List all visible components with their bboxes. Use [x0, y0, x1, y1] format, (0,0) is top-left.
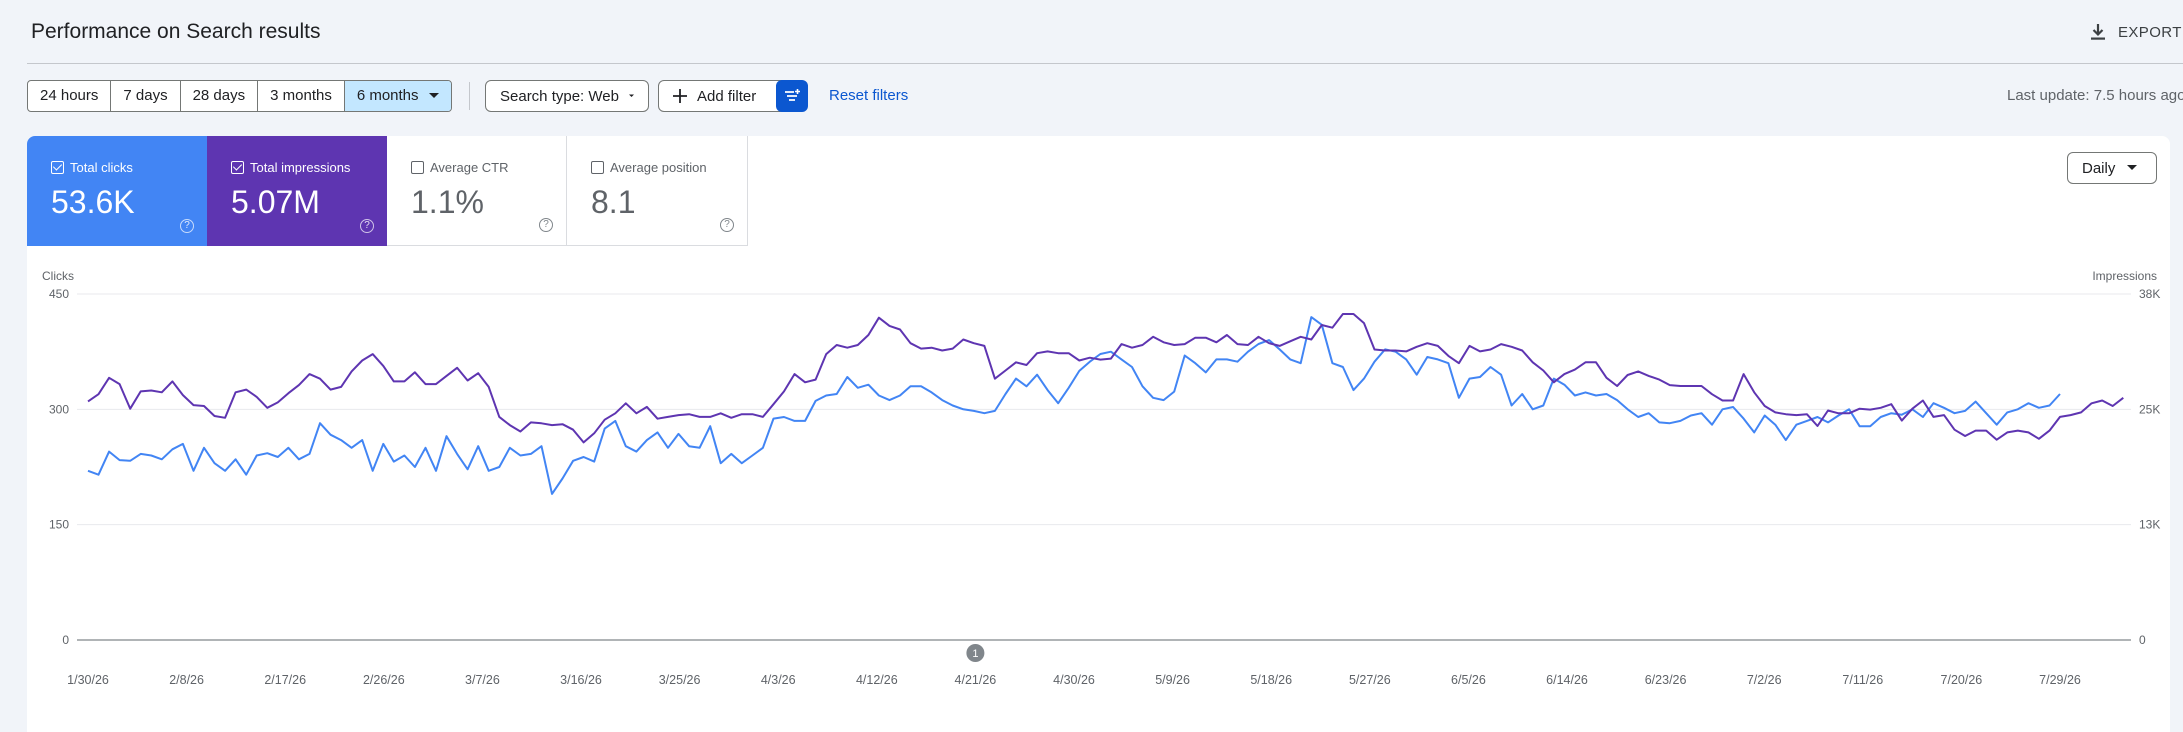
- metric-value: 1.1%: [411, 184, 484, 220]
- y-right-tick-label: 0: [2139, 633, 2146, 647]
- reset-filters-link[interactable]: Reset filters: [829, 87, 909, 104]
- x-tick-label: 7/2/26: [1747, 673, 1782, 687]
- x-tick-label: 5/27/26: [1349, 673, 1391, 687]
- y-axis-ticks: 450 38K 300 25K 150 13K 0 0: [49, 287, 2160, 647]
- search-type-label: Search type: Web: [500, 87, 619, 105]
- y-left-tick-label: 0: [62, 633, 69, 647]
- annotation-marker: [966, 644, 985, 662]
- y-right-tick-label: 25K: [2139, 402, 2160, 416]
- range-7-days[interactable]: 7 days: [111, 81, 181, 111]
- metric-label: Total impressions: [250, 160, 351, 175]
- metric-label: Average position: [610, 160, 707, 175]
- chart-series: [87, 313, 2124, 495]
- x-tick-label: 3/25/26: [659, 673, 701, 687]
- y-axis-label-impressions: Impressions: [2092, 269, 2157, 283]
- y-left-tick-label: 450: [49, 287, 69, 301]
- add-filter-label: Add filter: [697, 87, 757, 105]
- export-button[interactable]: EXPORT: [2090, 19, 2182, 45]
- plus-icon: [673, 89, 687, 103]
- x-tick-label: 4/12/26: [856, 673, 898, 687]
- x-tick-label: 7/11/26: [1842, 673, 1883, 687]
- checkbox-icon[interactable]: [591, 161, 604, 174]
- help-icon[interactable]: ?: [720, 218, 734, 232]
- export-label: EXPORT: [2118, 23, 2182, 41]
- range-6-months[interactable]: 6 months: [344, 81, 451, 111]
- help-icon[interactable]: ?: [180, 219, 194, 233]
- y-right-tick-label: 13K: [2139, 518, 2160, 532]
- y-axis-label-clicks: Clicks: [42, 269, 74, 283]
- x-tick-label: 3/16/26: [560, 673, 602, 687]
- metric-header: Total clicks: [51, 160, 133, 175]
- checkbox-icon[interactable]: [411, 161, 424, 174]
- page-title: Performance on Search results: [31, 20, 321, 43]
- metric-value: 53.6K: [51, 184, 135, 220]
- x-tick-label: 5/18/26: [1250, 673, 1292, 687]
- y-left-tick-label: 300: [49, 402, 69, 416]
- search-type-dropdown[interactable]: Search type: Web: [485, 80, 649, 112]
- granularity-label: Daily: [2082, 159, 2116, 177]
- x-tick-label: 4/30/26: [1053, 673, 1095, 687]
- metric-average-ctr[interactable]: Average CTR 1.1% ?: [387, 136, 567, 246]
- metric-value: 8.1: [591, 184, 636, 220]
- x-tick-label: 1/30/26: [67, 673, 109, 687]
- clicks-line: [87, 316, 2061, 495]
- metric-average-position[interactable]: Average position 8.1 ?: [567, 136, 748, 246]
- chart-grid: [77, 293, 2131, 641]
- x-tick-label: 3/7/26: [465, 673, 500, 687]
- metric-header: Average position: [591, 160, 707, 175]
- date-range-selector: 24 hours 7 days 28 days 3 months 6 month…: [27, 80, 452, 112]
- caret-down-icon: [628, 94, 634, 98]
- x-axis-ticks: 1/30/26 2/8/26 2/17/26 2/26/26 3/7/26 3/16/26…: [67, 673, 2081, 687]
- y-left-tick-label: 150: [49, 518, 69, 532]
- caret-down-icon: [2127, 165, 2138, 170]
- metric-value: 5.07M: [231, 184, 320, 220]
- metric-label: Average CTR: [430, 160, 509, 175]
- x-tick-label: 2/17/26: [264, 673, 306, 687]
- x-tick-label: 4/21/26: [955, 673, 997, 687]
- metric-total-impressions[interactable]: Total impressions 5.07M ?: [207, 136, 387, 246]
- filter-separator: [469, 82, 470, 110]
- x-tick-label: 6/5/26: [1451, 673, 1486, 687]
- range-6-months-label: 6 months: [356, 87, 419, 104]
- header-divider: [27, 63, 2183, 64]
- checkbox-icon[interactable]: [231, 161, 244, 174]
- filter-settings-button[interactable]: [776, 80, 808, 112]
- range-24-hours[interactable]: 24 hours: [28, 81, 112, 111]
- chart-annotation[interactable]: 1: [966, 644, 985, 662]
- range-3-months[interactable]: 3 months: [258, 81, 345, 111]
- x-tick-label: 6/14/26: [1546, 673, 1588, 687]
- filter-list-icon: [785, 89, 800, 101]
- x-tick-label: 4/3/26: [761, 673, 796, 687]
- range-28-days[interactable]: 28 days: [181, 81, 259, 111]
- x-tick-label: 7/29/26: [2039, 673, 2081, 687]
- caret-down-icon: [428, 93, 439, 98]
- metric-header: Average CTR: [411, 160, 509, 175]
- help-icon[interactable]: ?: [360, 219, 374, 233]
- metric-header: Total impressions: [231, 160, 350, 175]
- annotation-label: 1: [972, 648, 978, 660]
- header: Performance on Search results EXPORT: [0, 0, 2183, 63]
- y-right-tick-label: 38K: [2139, 287, 2160, 301]
- x-tick-label: 2/8/26: [169, 673, 204, 687]
- metric-label: Total clicks: [70, 160, 133, 175]
- x-tick-label: 7/20/26: [1941, 673, 1983, 687]
- x-tick-label: 2/26/26: [363, 673, 405, 687]
- granularity-dropdown[interactable]: Daily: [2067, 152, 2157, 184]
- x-tick-label: 5/9/26: [1155, 673, 1190, 687]
- checkbox-icon[interactable]: [51, 161, 64, 174]
- last-update-text: Last update: 7.5 hours ago: [2007, 87, 2183, 104]
- impressions-line: [87, 313, 2124, 444]
- download-icon: [2091, 24, 2105, 40]
- help-icon[interactable]: ?: [539, 218, 553, 232]
- metric-total-clicks[interactable]: Total clicks 53.6K ?: [27, 136, 207, 246]
- x-tick-label: 6/23/26: [1645, 673, 1687, 687]
- performance-card: Total clicks 53.6K ? Total impressions 5…: [27, 136, 2170, 732]
